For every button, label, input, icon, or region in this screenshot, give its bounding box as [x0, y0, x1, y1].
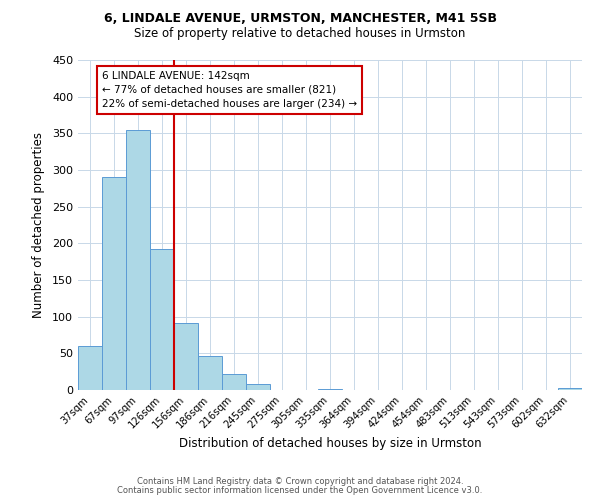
- Bar: [174, 324, 198, 390]
- Bar: [198, 356, 222, 390]
- Bar: [102, 178, 126, 390]
- Bar: [126, 130, 150, 390]
- Text: Contains HM Land Registry data © Crown copyright and database right 2024.: Contains HM Land Registry data © Crown c…: [137, 477, 463, 486]
- Bar: [318, 388, 342, 390]
- Text: 6 LINDALE AVENUE: 142sqm
← 77% of detached houses are smaller (821)
22% of semi-: 6 LINDALE AVENUE: 142sqm ← 77% of detach…: [102, 71, 357, 109]
- Text: Size of property relative to detached houses in Urmston: Size of property relative to detached ho…: [134, 28, 466, 40]
- Text: Contains public sector information licensed under the Open Government Licence v3: Contains public sector information licen…: [118, 486, 482, 495]
- Y-axis label: Number of detached properties: Number of detached properties: [32, 132, 45, 318]
- Bar: [150, 249, 174, 390]
- Bar: [558, 388, 582, 390]
- X-axis label: Distribution of detached houses by size in Urmston: Distribution of detached houses by size …: [179, 438, 481, 450]
- Bar: [78, 346, 102, 390]
- Bar: [222, 374, 246, 390]
- Text: 6, LINDALE AVENUE, URMSTON, MANCHESTER, M41 5SB: 6, LINDALE AVENUE, URMSTON, MANCHESTER, …: [104, 12, 497, 26]
- Bar: [246, 384, 270, 390]
